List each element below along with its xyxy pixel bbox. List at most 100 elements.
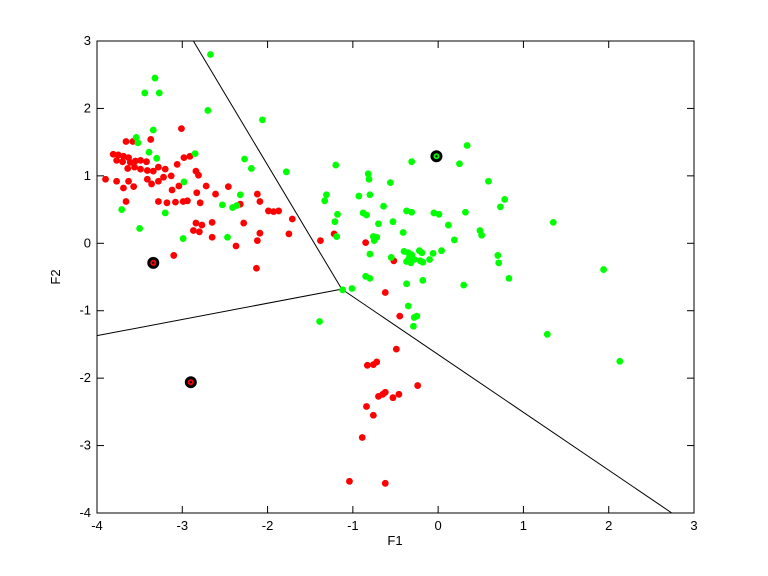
green-class-point (413, 312, 421, 320)
red-class-point (155, 177, 162, 185)
red-class-point (198, 221, 206, 229)
green-class-point (543, 330, 551, 338)
red-class-point (196, 199, 204, 207)
green-class-point (348, 285, 356, 292)
red-class-point (175, 182, 183, 190)
green-class-point (366, 274, 374, 282)
green-class-point (366, 250, 374, 258)
red-class-point (149, 167, 157, 175)
green-class-point (418, 249, 426, 257)
green-class-point (282, 168, 290, 176)
green-class-point (438, 247, 445, 255)
red-class-point (125, 177, 132, 185)
green-center-core (435, 155, 438, 158)
red-class-point (155, 163, 162, 171)
red-class-point (102, 175, 109, 183)
axis-tick-labels: -4 -3 -2 -1 0 1 2 3 -4 -3 -2 -1 0 1 2 3 (79, 33, 697, 533)
red-class-point (167, 172, 175, 180)
y-tick-label: -2 (79, 370, 91, 385)
green-class-point (403, 207, 410, 215)
red-class-point (109, 150, 117, 158)
green-class-point (387, 254, 395, 261)
red-class-point (120, 152, 127, 160)
decision-boundaries (96, 40, 673, 514)
red-class-point (143, 175, 151, 183)
x-axis-label: F1 (387, 533, 402, 548)
green-class-point (355, 192, 363, 200)
red-class-point (270, 208, 277, 215)
boundary-left (96, 288, 342, 337)
green-class-point (478, 231, 486, 239)
red-class-point (256, 229, 264, 237)
y-tick-label: -1 (79, 303, 91, 318)
red-class-point (253, 190, 261, 198)
green-class-point (501, 196, 509, 203)
green-class-point (332, 161, 340, 169)
green-class-point (118, 206, 126, 213)
red-class-point (161, 165, 169, 173)
red-class-point (114, 151, 122, 159)
red-center-2-core (189, 380, 193, 384)
red-class-point (275, 207, 283, 215)
red-class-point (163, 199, 171, 207)
red-class-point (224, 183, 232, 191)
green-class-point (485, 177, 492, 185)
red-class-point (143, 167, 151, 174)
x-tick-label: -2 (262, 518, 274, 533)
green-class-point (207, 51, 214, 58)
green-class-point (494, 252, 502, 259)
green-class-point (462, 208, 469, 216)
green-class-point (408, 158, 416, 166)
green-class-point (426, 256, 434, 263)
y-tick-label: -4 (79, 505, 91, 520)
red-class-point (173, 160, 181, 168)
green-class-point (549, 218, 557, 226)
red-class-point (195, 171, 202, 179)
data-points (102, 51, 624, 487)
green-class-point (134, 139, 142, 147)
red-class-point (172, 198, 179, 206)
green-class-point (180, 178, 188, 186)
red-class-point (178, 125, 185, 133)
green-class-point (463, 142, 471, 149)
red-class-point (137, 156, 144, 164)
red-class-point (389, 394, 397, 402)
red-class-point (192, 219, 200, 227)
x-tick-label: 2 (605, 518, 612, 533)
green-class-point (365, 175, 373, 183)
red-class-point (195, 228, 203, 236)
green-class-point (460, 281, 468, 289)
green-class-point (247, 165, 255, 172)
boundary-lower-right (341, 288, 673, 514)
red-class-point (208, 233, 216, 241)
red-class-point (381, 388, 389, 396)
red-class-point (186, 152, 194, 160)
green-class-point (408, 208, 416, 216)
plot-border (96, 40, 695, 514)
red-class-point (288, 215, 296, 223)
red-class-point (317, 237, 324, 244)
red-class-point (168, 186, 176, 194)
green-class-point (370, 237, 378, 244)
red-class-point (119, 158, 126, 166)
green-class-point (363, 211, 370, 219)
green-class-point (333, 233, 341, 240)
green-class-point (241, 155, 248, 163)
green-class-point (151, 74, 159, 82)
x-tick-label: 0 (435, 518, 442, 533)
green-class-point (149, 126, 157, 134)
red-class-point (240, 219, 248, 227)
green-class-point (161, 209, 169, 217)
green-class-point (403, 258, 410, 265)
x-tick-label: 1 (520, 518, 527, 533)
red-class-point (373, 358, 381, 366)
axis-ticks (96, 40, 695, 514)
red-class-point (253, 237, 261, 244)
red-class-point (396, 312, 404, 320)
green-class-point (145, 148, 153, 156)
green-class-point (218, 201, 226, 209)
green-class-point (204, 107, 212, 114)
green-class-point (132, 134, 140, 141)
red-class-point (363, 361, 371, 369)
